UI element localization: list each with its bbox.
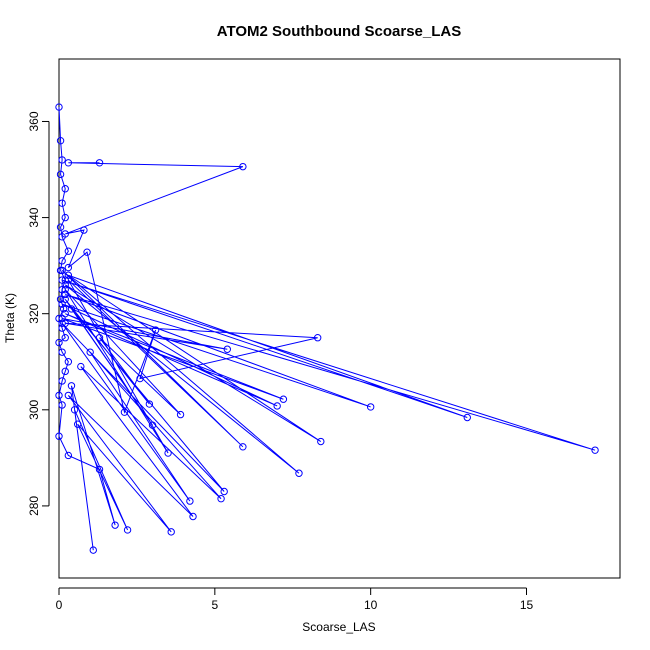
data-point <box>61 185 69 193</box>
data-point <box>64 159 73 167</box>
data-point <box>111 521 119 529</box>
y-tick-label: 300 <box>27 399 41 419</box>
data-point <box>70 406 79 414</box>
data-point <box>217 495 225 503</box>
data-point <box>58 348 66 356</box>
data-point <box>64 263 73 272</box>
data-point <box>89 546 97 554</box>
y-tick-label: 360 <box>27 111 41 131</box>
x-tick-label: 0 <box>56 598 63 612</box>
data-point <box>279 395 288 403</box>
y-tick-label: 280 <box>27 496 41 516</box>
data-point <box>64 271 73 279</box>
data-point <box>295 469 303 477</box>
data-point <box>67 382 76 390</box>
series-line <box>58 107 596 551</box>
data-point <box>239 443 247 451</box>
data-point <box>167 528 175 536</box>
data-point <box>61 334 69 342</box>
data-point <box>58 257 66 265</box>
data-point <box>61 319 69 328</box>
data-point <box>58 401 66 409</box>
data-point <box>55 432 63 440</box>
data-point <box>591 446 599 454</box>
data-point <box>366 403 375 411</box>
x-axis: 0 5 10 15 <box>56 587 534 612</box>
data-point <box>64 247 73 255</box>
data-point <box>58 266 66 275</box>
data-point <box>64 358 73 366</box>
data-point <box>80 226 88 234</box>
x-tick-label: 15 <box>520 598 534 612</box>
data-point <box>55 391 63 400</box>
data-point <box>220 487 228 496</box>
data-point <box>317 437 325 446</box>
data-point <box>61 367 69 376</box>
data-point <box>151 326 160 334</box>
data-point <box>55 338 63 347</box>
data-point <box>74 420 82 428</box>
data-point <box>136 374 144 383</box>
data-point <box>463 413 471 422</box>
data-point <box>58 300 66 308</box>
y-tick-label: 340 <box>27 207 41 227</box>
data-point <box>67 305 76 313</box>
x-tick-label: 5 <box>211 598 218 612</box>
data-point <box>58 276 66 284</box>
data-point <box>145 400 154 408</box>
data-point <box>64 391 73 400</box>
data-point <box>273 402 281 410</box>
data-point <box>86 348 94 356</box>
data-point <box>61 230 69 238</box>
y-axis: 280 300 320 340 360 <box>27 111 50 516</box>
data-point <box>95 334 104 342</box>
x-tick-label: 10 <box>364 598 378 612</box>
data-point <box>123 526 132 534</box>
data-point <box>176 410 185 419</box>
series-lines <box>58 107 596 551</box>
data-point <box>95 159 104 167</box>
data-point <box>61 290 69 299</box>
data-point <box>77 362 85 371</box>
data-point <box>56 170 65 179</box>
chart-title: ATOM2 Southbound Scoarse_LAS <box>217 23 461 40</box>
data-point <box>83 248 91 256</box>
x-axis-label: Scoarse_LAS <box>302 620 375 634</box>
data-point <box>164 449 172 457</box>
data-point <box>120 408 129 416</box>
data-point <box>64 451 73 460</box>
data-point <box>239 162 247 171</box>
data-point <box>223 345 232 353</box>
data-point <box>313 334 322 342</box>
data-point <box>58 377 66 385</box>
data-point <box>56 223 65 231</box>
data-point <box>59 305 68 313</box>
data-point <box>61 213 69 222</box>
y-axis-label: Theta (K) <box>3 293 17 343</box>
series-points <box>55 103 599 554</box>
data-point <box>58 319 66 328</box>
data-point <box>58 156 66 164</box>
data-point <box>186 497 194 505</box>
data-point <box>148 421 157 429</box>
data-point <box>61 285 69 294</box>
data-point <box>55 103 63 111</box>
data-point <box>56 136 65 145</box>
data-point <box>58 199 66 207</box>
y-tick-label: 320 <box>27 303 41 323</box>
data-point <box>56 295 65 303</box>
data-point <box>189 512 197 521</box>
data-point <box>95 465 104 474</box>
